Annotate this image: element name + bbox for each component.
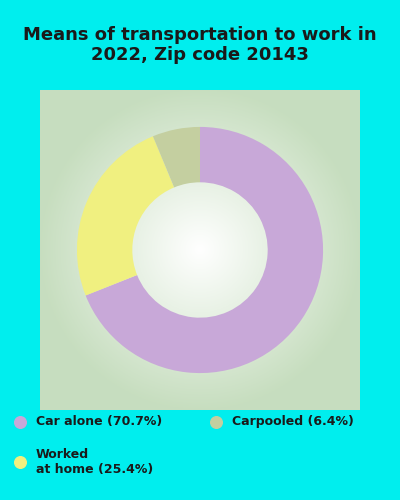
Text: Worked
at home (25.4%): Worked at home (25.4%): [36, 448, 153, 476]
Wedge shape: [153, 127, 200, 188]
Wedge shape: [86, 127, 323, 373]
Text: Carpooled (6.4%): Carpooled (6.4%): [232, 416, 354, 428]
Wedge shape: [77, 136, 174, 296]
Text: Means of transportation to work in
2022, Zip code 20143: Means of transportation to work in 2022,…: [23, 26, 377, 64]
Text: Car alone (70.7%): Car alone (70.7%): [36, 416, 162, 428]
Point: [379, 100, 385, 108]
